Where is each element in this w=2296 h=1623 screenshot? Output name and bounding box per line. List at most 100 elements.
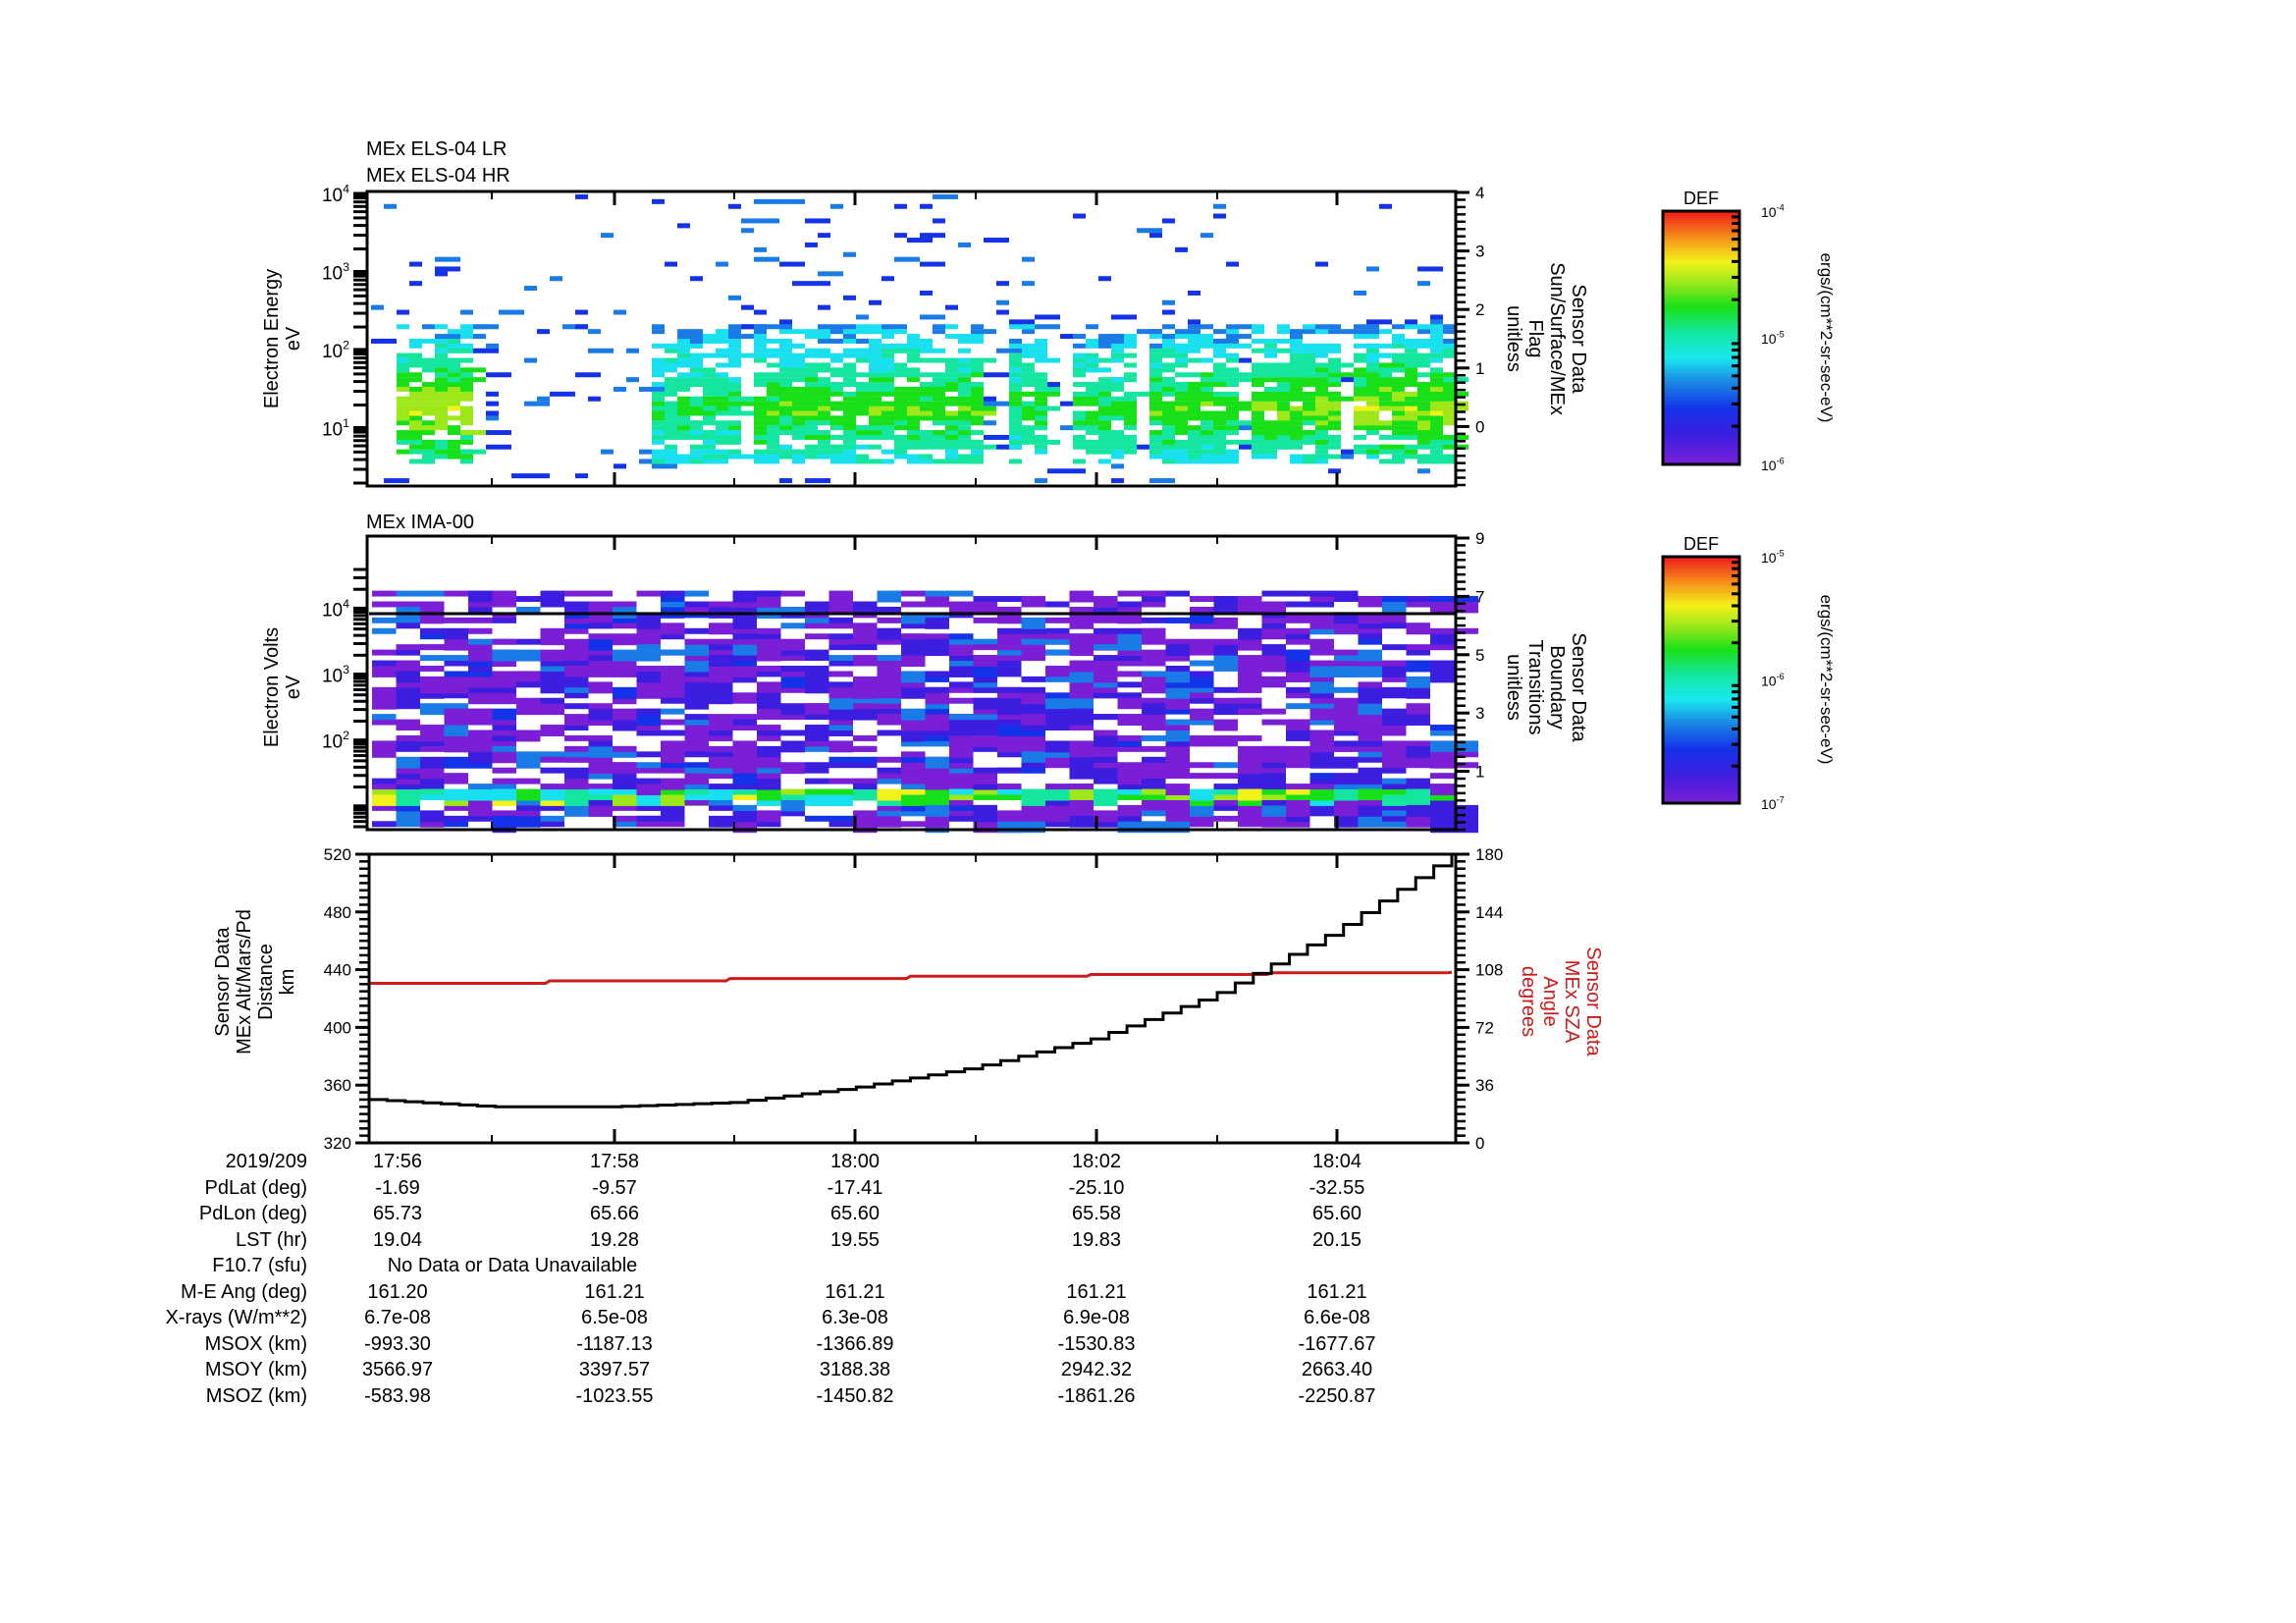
time-tick-label: 18:04 bbox=[1311, 1151, 1362, 1172]
alt-ylabel-1: Sensor Data bbox=[212, 927, 234, 1037]
svg-text:400: 400 bbox=[324, 1018, 351, 1037]
ephemeris-row-label: F10.7 (sfu) bbox=[212, 1255, 307, 1276]
sza-right-label: Sensor Data MEx SZA Angle degrees bbox=[1518, 947, 1604, 1056]
svg-text:0: 0 bbox=[1475, 1134, 1484, 1153]
ephemeris-cell: 2942.32 bbox=[1060, 1359, 1133, 1380]
sza-right-label-3: Angle bbox=[1539, 976, 1561, 1026]
alt-frame bbox=[367, 852, 1458, 1145]
svg-text:0: 0 bbox=[1475, 417, 1484, 436]
svg-text:144: 144 bbox=[1475, 903, 1503, 922]
ephemeris-cell: -1.69 bbox=[375, 1176, 420, 1199]
ephemeris-cell: -1861.26 bbox=[1057, 1384, 1136, 1407]
ephemeris-cell: 6.5e-08 bbox=[581, 1307, 648, 1328]
svg-text:480: 480 bbox=[324, 903, 351, 922]
ephemeris-cell: -1677.67 bbox=[1298, 1332, 1376, 1355]
els-right-label-2: Sun/Surface/MEx bbox=[1546, 262, 1568, 415]
ephemeris-cell: 65.66 bbox=[589, 1203, 640, 1224]
ephemeris-note: No Data or Data Unavailable bbox=[387, 1255, 638, 1276]
date-label: 2019/209 bbox=[225, 1151, 307, 1172]
els-title-hr: MEx ELS-04 HR bbox=[366, 165, 510, 187]
svg-text:103: 103 bbox=[322, 663, 349, 687]
ephemeris-row-label: M-E Ang (deg) bbox=[181, 1280, 307, 1303]
ima-colorbar-title: DEF bbox=[1683, 534, 1719, 554]
els-title-lr: MEx ELS-04 LR bbox=[366, 138, 507, 160]
els-panel: MEx ELS-04 LR MEx ELS-04 HR 101102103104… bbox=[261, 138, 1589, 488]
ephemeris-cell: -1187.13 bbox=[576, 1332, 653, 1355]
ima-panel: MEx IMA-00 102 103 104 1 3 5 7 9 Electron Volts… bbox=[261, 512, 1589, 834]
ephemeris-row-label: X-rays (W/m**2) bbox=[165, 1307, 307, 1328]
time-tick-label: 17:56 bbox=[372, 1151, 423, 1172]
time-tick-label: 17:58 bbox=[589, 1151, 640, 1172]
els-colorbar-title: DEF bbox=[1683, 189, 1719, 208]
ima-colorbar-ticks: 10-7 10-6 10-5 bbox=[1732, 549, 1785, 812]
svg-text:9: 9 bbox=[1475, 529, 1484, 548]
svg-text:108: 108 bbox=[1475, 961, 1503, 980]
svg-text:1: 1 bbox=[1475, 763, 1484, 782]
alt-sza-panel: 320 360 400 440 480 520 0 36 72 108 144 180 Sensor … bbox=[212, 845, 1604, 1153]
ephemeris-cell: 6.6e-08 bbox=[1304, 1307, 1370, 1328]
ephemeris-cell: 19.28 bbox=[589, 1228, 640, 1251]
ima-right-label-1: Sensor Data bbox=[1568, 632, 1589, 742]
svg-text:2: 2 bbox=[1475, 300, 1484, 319]
ephemeris-cell: 65.58 bbox=[1071, 1203, 1122, 1224]
alt-ylabel-4: km bbox=[277, 969, 298, 996]
els-axes: 101 102 103 104 0 1 2 3 4 bbox=[322, 182, 1484, 487]
svg-text:102: 102 bbox=[322, 729, 349, 753]
alt-ylabel-2: MEx Alt/Mars/Pd bbox=[234, 909, 255, 1055]
ephemeris-cell: -1530.83 bbox=[1057, 1332, 1136, 1355]
ephemeris-cell: -993.30 bbox=[364, 1332, 431, 1355]
ephemeris-cell: 65.73 bbox=[372, 1203, 423, 1224]
ephemeris-cell: 3397.57 bbox=[578, 1359, 651, 1380]
svg-text:10-6: 10-6 bbox=[1761, 457, 1785, 473]
ephemeris-cell: 6.3e-08 bbox=[822, 1307, 888, 1328]
svg-text:104: 104 bbox=[322, 597, 349, 622]
svg-text:320: 320 bbox=[324, 1134, 351, 1153]
ephemeris-cell: 2663.40 bbox=[1301, 1359, 1373, 1380]
ephemeris-row-label: PdLat (deg) bbox=[204, 1176, 307, 1199]
svg-text:102: 102 bbox=[322, 338, 349, 362]
svg-text:104: 104 bbox=[322, 182, 349, 206]
ephemeris-cell: 161.21 bbox=[584, 1280, 645, 1303]
els-right-label-1: Sensor Data bbox=[1568, 284, 1589, 394]
svg-text:440: 440 bbox=[324, 961, 351, 980]
svg-text:1: 1 bbox=[1475, 359, 1484, 378]
ephemeris-row-label: MSOX (km) bbox=[204, 1332, 307, 1355]
time-tick-label: 18:00 bbox=[829, 1151, 881, 1172]
ephemeris-cell: -25.10 bbox=[1068, 1176, 1125, 1199]
ephemeris-cell: -32.55 bbox=[1308, 1176, 1365, 1199]
ima-right-label-2: Boundary bbox=[1546, 645, 1568, 730]
els-colorbar-units: ergs/(cm**2-sr-sec-eV) bbox=[1817, 253, 1836, 423]
els-colorbar-gradient bbox=[1661, 209, 1741, 466]
ima-spectrogram bbox=[372, 590, 1478, 834]
ima-ylabel-2: eV bbox=[283, 675, 304, 699]
ephemeris-cell: 3566.97 bbox=[361, 1359, 434, 1380]
els-ylabel-2: eV bbox=[283, 326, 304, 351]
ima-right-label-4: unitless bbox=[1503, 654, 1524, 721]
ephemeris-row-label: MSOZ (km) bbox=[205, 1384, 307, 1407]
ephemeris-table: 2019/209 PdLat (deg) PdLon (deg) LST (hr) F1… bbox=[0, 1149, 2296, 1424]
ephemeris-row-label: PdLon (deg) bbox=[198, 1203, 307, 1224]
svg-text:10-5: 10-5 bbox=[1761, 549, 1785, 566]
ephemeris-row-label: MSOY (km) bbox=[204, 1359, 307, 1380]
els-right-label-4: unitless bbox=[1503, 305, 1524, 372]
ephemeris-cell: -1366.89 bbox=[816, 1332, 894, 1355]
ephemeris-cell: 19.04 bbox=[372, 1228, 423, 1251]
ima-colorbar-gradient bbox=[1661, 555, 1741, 805]
ephemeris-cell: 161.20 bbox=[367, 1280, 428, 1303]
sza-right-label-4: degrees bbox=[1518, 966, 1539, 1037]
alt-ylabel-3: Distance bbox=[255, 944, 277, 1020]
sza-right-label-1: Sensor Data bbox=[1582, 947, 1604, 1056]
ima-axes: 102 103 104 1 3 5 7 9 bbox=[322, 529, 1484, 832]
ephemeris-row-label: LST (hr) bbox=[236, 1228, 307, 1251]
ephemeris-cell: 6.9e-08 bbox=[1063, 1307, 1130, 1328]
els-colorbar-ticks: 10-6 10-5 10-4 bbox=[1732, 203, 1785, 473]
ephemeris-cell: -9.57 bbox=[592, 1176, 637, 1199]
svg-text:4: 4 bbox=[1475, 184, 1484, 202]
svg-text:520: 520 bbox=[324, 845, 351, 864]
svg-text:72: 72 bbox=[1475, 1018, 1494, 1037]
sza-line bbox=[369, 970, 1453, 985]
svg-text:5: 5 bbox=[1475, 646, 1484, 665]
ephemeris-cell: 65.60 bbox=[1311, 1203, 1362, 1224]
svg-text:10-6: 10-6 bbox=[1761, 672, 1785, 688]
